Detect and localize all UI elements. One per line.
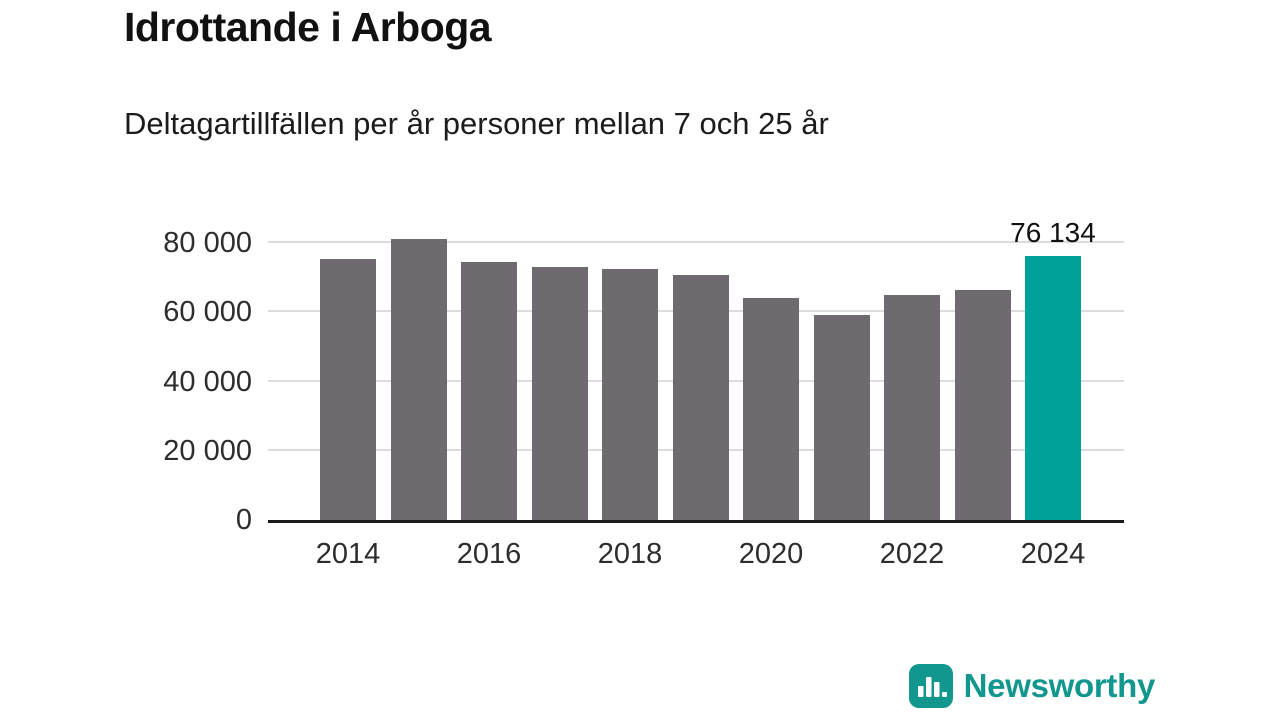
bar-2021 — [813, 314, 870, 520]
bar-2023 — [954, 289, 1011, 520]
y-tick-label: 60 000 — [163, 296, 252, 329]
y-axis-labels: 0 20 000 40 000 60 000 80 000 — [110, 220, 252, 536]
bar-2019 — [672, 274, 729, 520]
x-tick-label: 2018 — [597, 538, 663, 570]
y-tick-label: 40 000 — [163, 365, 252, 398]
bar-2024 — [1025, 256, 1081, 520]
bar-2022 — [884, 294, 940, 520]
bar-2015 — [390, 238, 447, 520]
y-tick-label: 20 000 — [163, 434, 252, 467]
chart-title: Idrottande i Arboga — [124, 4, 492, 50]
bar-2017 — [531, 266, 588, 520]
bar-2014 — [320, 258, 376, 520]
newsworthy-logo: Newsworthy — [908, 664, 1156, 708]
chart-subtitle: Deltagartillfällen per år personer mella… — [124, 106, 829, 141]
x-axis-labels: 2014 2016 2018 2020 2022 2024 — [268, 538, 1124, 578]
brand-name: Newsworthy — [963, 667, 1156, 704]
x-tick-label: 2022 — [879, 538, 945, 570]
plot-area: 76 134 — [268, 219, 1124, 523]
newsworthy-icon — [908, 664, 953, 708]
x-tick-label: 2020 — [738, 538, 804, 570]
x-tick-label: 2016 — [456, 538, 522, 570]
gridline — [268, 241, 1124, 243]
y-tick-label: 80 000 — [163, 227, 252, 259]
x-tick-label: 2024 — [1020, 538, 1086, 570]
bar-2016 — [461, 261, 517, 520]
bar-2018 — [602, 268, 658, 520]
bar-2020 — [743, 298, 799, 520]
highlight-value-label: 76 134 — [1010, 217, 1096, 249]
y-tick-label: 0 — [235, 504, 252, 536]
x-tick-label: 2014 — [315, 538, 381, 570]
